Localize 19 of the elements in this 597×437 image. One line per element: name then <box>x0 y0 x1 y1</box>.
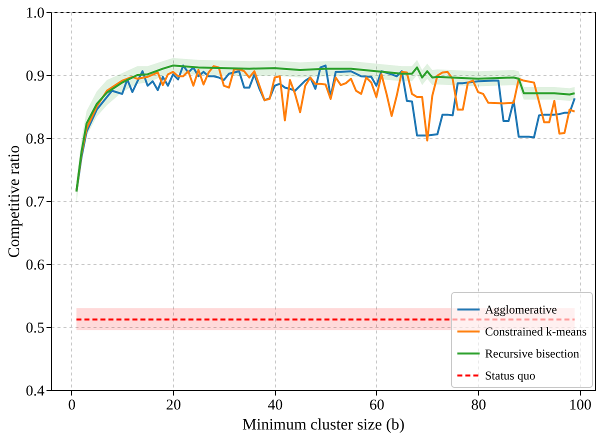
x-tick-label: 60 <box>369 398 384 414</box>
x-tick-label: 20 <box>166 398 182 414</box>
y-tick-label: 0.8 <box>26 132 44 148</box>
x-tick-label: 100 <box>569 398 592 414</box>
x-tick-label: 40 <box>268 398 283 414</box>
x-tick-label: 0 <box>68 398 76 414</box>
y-tick-label: 0.9 <box>26 68 44 84</box>
x-tick-label: 80 <box>471 398 486 414</box>
legend-label: Agglomerative <box>485 302 557 316</box>
x-axis-title: Minimum cluster size (b) <box>242 416 405 434</box>
y-axis-title: Competitive ratio <box>6 145 23 258</box>
y-tick-label: 0.4 <box>26 384 45 400</box>
legend-label: Recursive bisection <box>485 346 580 360</box>
y-tick-label: 0.6 <box>26 258 45 274</box>
legend-label: Constrained k-means <box>485 324 587 338</box>
y-tick-label: 1.0 <box>26 6 44 22</box>
legend-label: Status quo <box>485 368 536 382</box>
y-tick-label: 0.7 <box>26 194 45 210</box>
y-tick-label: 0.5 <box>26 320 44 336</box>
